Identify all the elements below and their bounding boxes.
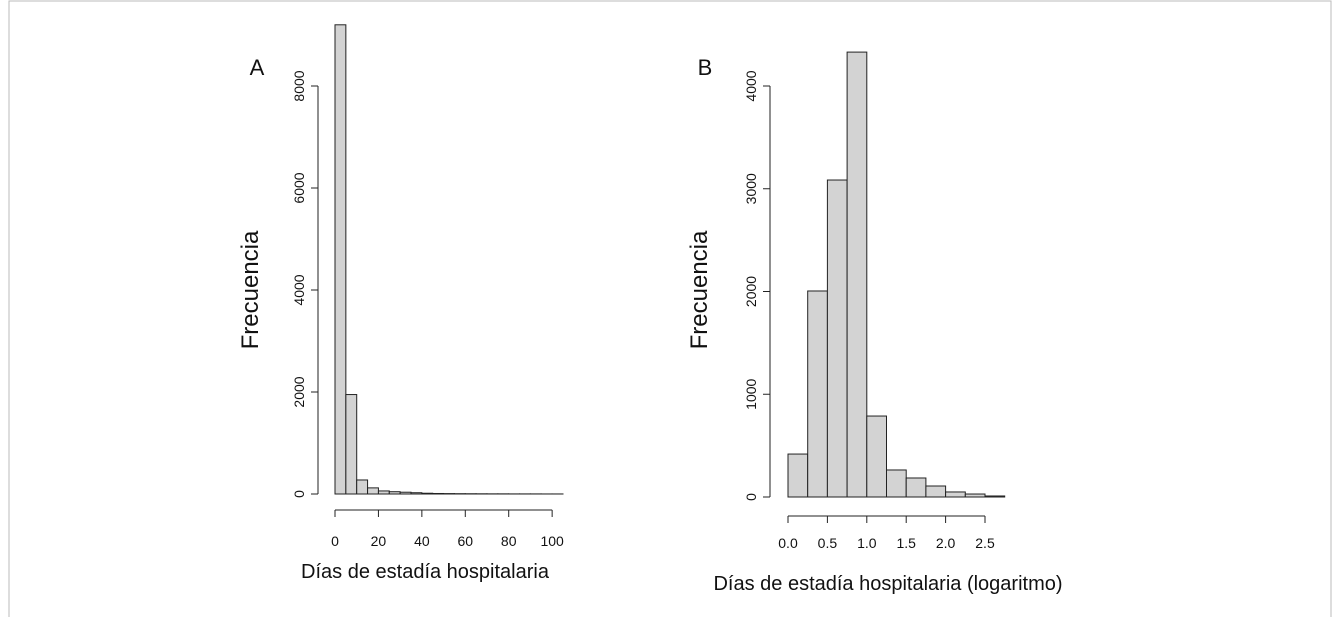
- y-tick-label: 0: [743, 493, 759, 501]
- bar: [807, 290, 828, 498]
- y-axis-title: Frecuencia: [237, 230, 264, 349]
- panel-label: B: [698, 55, 713, 80]
- x-tick-label: 0.0: [778, 535, 798, 551]
- x-tick-label: 60: [457, 533, 473, 549]
- x-tick-label: 40: [414, 533, 430, 549]
- x-tick-label: 0.5: [818, 535, 838, 551]
- y-tick-label: 0: [291, 490, 307, 498]
- bar: [866, 415, 887, 498]
- panel-label: A: [250, 55, 265, 80]
- bar: [964, 493, 986, 498]
- frame: [8, 0, 1332, 617]
- bar: [356, 479, 369, 495]
- bar: [388, 491, 401, 495]
- y-axis-title: Frecuencia: [686, 230, 713, 349]
- x-axis-title: Días de estadía hospitalaria: [301, 561, 550, 583]
- bar: [410, 492, 423, 495]
- y-tick-label: 3000: [743, 173, 759, 204]
- bar: [334, 24, 347, 495]
- y-tick-label: 1000: [743, 378, 759, 409]
- bar: [377, 490, 390, 495]
- y-tick-label: 8000: [291, 70, 307, 101]
- bar: [345, 394, 358, 495]
- y-tick-label: 4000: [291, 274, 307, 305]
- bar: [905, 477, 927, 498]
- y-tick-label: 2000: [743, 276, 759, 307]
- bar: [421, 492, 434, 495]
- bar: [826, 179, 848, 498]
- bar: [432, 492, 445, 495]
- bar: [925, 485, 947, 498]
- bar: [367, 487, 379, 495]
- x-axis-title: Días de estadía hospitalaria (logaritmo): [713, 573, 1062, 595]
- x-tick-label: 0: [331, 533, 339, 549]
- x-tick-label: 1.0: [857, 535, 877, 551]
- x-tick-label: 2.5: [975, 535, 995, 551]
- bar: [399, 491, 412, 495]
- y-tick-label: 6000: [291, 172, 307, 203]
- bar: [846, 51, 868, 498]
- bar: [787, 453, 809, 498]
- y-tick-label: 4000: [743, 70, 759, 101]
- x-tick-label: 100: [540, 533, 564, 549]
- bar: [886, 469, 907, 498]
- bar: [984, 495, 1006, 498]
- x-tick-label: 2.0: [936, 535, 956, 551]
- x-tick-label: 20: [371, 533, 387, 549]
- x-tick-label: 1.5: [896, 535, 916, 551]
- y-tick-label: 2000: [291, 376, 307, 407]
- bar: [945, 491, 966, 498]
- x-tick-label: 80: [501, 533, 517, 549]
